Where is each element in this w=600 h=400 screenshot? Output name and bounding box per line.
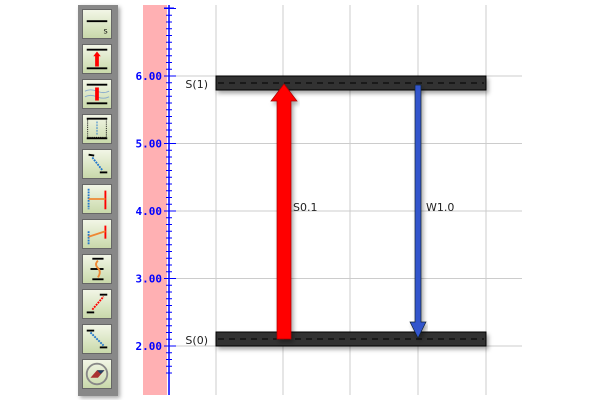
axis-tick-label: 3.00 bbox=[136, 273, 163, 286]
level-label: S(0) bbox=[185, 334, 208, 347]
axis-tick-label: 2.00 bbox=[136, 340, 163, 353]
transition-label: S0.1 bbox=[293, 201, 317, 214]
excitation-icon bbox=[86, 293, 108, 314]
energy-transfer-icon bbox=[87, 188, 107, 210]
energy-axis-strip[interactable] bbox=[143, 5, 167, 395]
svg-text:S: S bbox=[104, 27, 108, 35]
tool-nonradiative-decay-button[interactable] bbox=[82, 114, 112, 144]
energy-level-icon: S bbox=[86, 20, 108, 35]
vibrational-relaxation-icon bbox=[86, 329, 108, 349]
upconversion-icon bbox=[87, 225, 107, 245]
arrow-shape bbox=[270, 83, 298, 340]
toolbar: S bbox=[78, 5, 118, 396]
energy-level-s0[interactable]: S(0) bbox=[185, 331, 487, 347]
tool-level-button[interactable]: S bbox=[82, 9, 112, 39]
tool-vibrational-relaxation-button[interactable] bbox=[82, 324, 112, 354]
tool-settings-button[interactable] bbox=[82, 359, 112, 389]
absorption-arrow-icon bbox=[86, 48, 108, 70]
energy-level-s1[interactable]: S(1) bbox=[185, 75, 487, 91]
tool-energy-transfer-button[interactable] bbox=[82, 184, 112, 214]
tool-intersystem-crossing-button[interactable] bbox=[82, 254, 112, 284]
axis-tick-label: 5.00 bbox=[136, 138, 163, 151]
transition-label: W1.0 bbox=[426, 201, 454, 214]
compass-icon bbox=[85, 362, 109, 386]
tool-excitation-button[interactable] bbox=[82, 289, 112, 319]
arrow-shape bbox=[409, 84, 427, 339]
axis-tick-label: 4.00 bbox=[136, 205, 163, 218]
intersystem-crossing-icon bbox=[90, 257, 104, 281]
relaxation-icon bbox=[88, 153, 108, 174]
nonradiative-decay-icon bbox=[86, 117, 108, 140]
vibronic-absorption-icon bbox=[84, 83, 110, 105]
tool-absorption-button[interactable] bbox=[82, 44, 112, 74]
tool-energy-transfer-upconversion-button[interactable] bbox=[82, 219, 112, 249]
level-label: S(1) bbox=[185, 78, 208, 91]
transition-arrow-w1-0[interactable] bbox=[409, 84, 427, 339]
transition-arrow-s0-1[interactable] bbox=[270, 83, 298, 340]
tool-absorption-vibronic-button[interactable] bbox=[82, 79, 112, 109]
tool-relaxation-button[interactable] bbox=[82, 149, 112, 179]
axis-tick-label: 6.00 bbox=[136, 70, 163, 83]
